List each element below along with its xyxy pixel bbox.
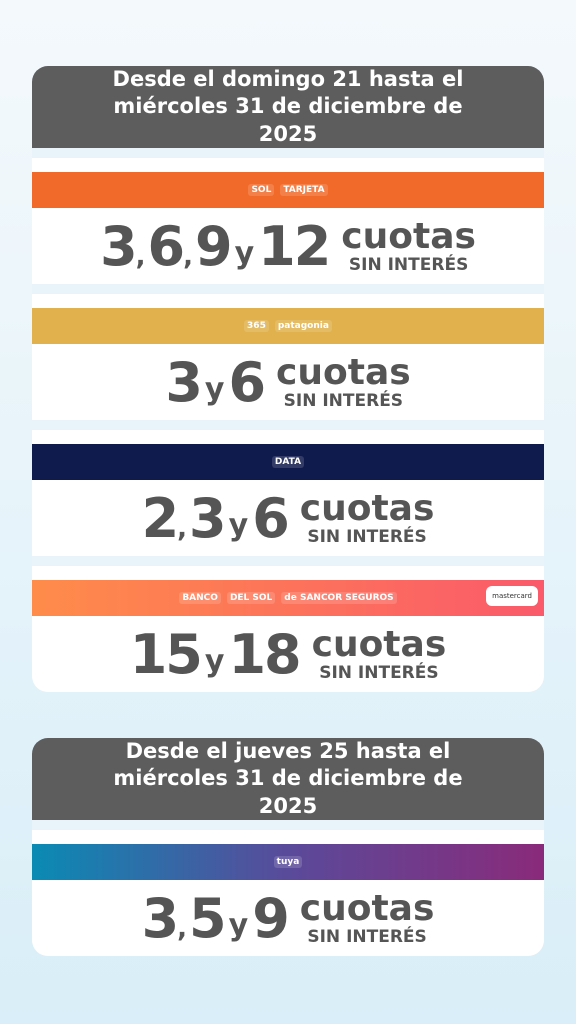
brand-band: 365 patagonia: [32, 308, 544, 344]
sin-interes: SIN INTERÉS: [348, 254, 469, 275]
installment-number: 12: [258, 214, 331, 278]
installment-number: 6: [228, 350, 266, 414]
installment-number: 9: [252, 886, 290, 950]
installment-number: 15: [129, 622, 203, 686]
installments: 3, 6, 9 y 12 cuotas SIN INTERÉS: [32, 208, 544, 284]
installment-number: 18: [228, 622, 301, 686]
label: cuotas SIN INTERÉS: [276, 351, 411, 411]
sin-interes: SIN INTERÉS: [283, 390, 404, 411]
offer: SOL TARJETA 3, 6, 9 y 12 cuotas SIN INTERÉS: [32, 158, 544, 284]
card-badge: mastercard: [486, 586, 538, 606]
brand-band: BANCO DEL SOL de SANCOR SEGUROS mastercard: [32, 580, 544, 616]
brand-band: SOL TARJETA: [32, 172, 544, 208]
installments: 15 y 18 cuotas SIN INTERÉS: [32, 616, 544, 692]
conjunction: y: [228, 907, 249, 943]
installment-number: 6: [147, 214, 186, 278]
cuotas: cuotas: [299, 887, 435, 929]
offer: BANCO DEL SOL de SANCOR SEGUROS mastercard 1…: [32, 566, 544, 692]
label: cuotas SIN INTERÉS: [341, 215, 476, 275]
brand-logo: DATA: [271, 456, 305, 468]
brand-logo: 365: [244, 320, 269, 332]
brand-logo: de SANCOR SEGUROS: [281, 592, 397, 604]
conjunction: y: [228, 507, 249, 543]
separator: ,: [177, 914, 188, 944]
brand-logo: patagonia: [274, 320, 332, 332]
brand-logo: DEL SOL: [226, 592, 276, 604]
separator: ,: [177, 514, 188, 544]
installments: 3, 5 y 9 cuotas SIN INTERÉS: [32, 880, 544, 956]
cuotas: cuotas: [311, 623, 447, 665]
installments: 2, 3 y 6 cuotas SIN INTERÉS: [32, 480, 544, 556]
installments: 3 y 6 cuotas SIN INTERÉS: [32, 344, 544, 420]
offer: tuya 3, 5 y 9 cuotas SIN INTERÉS: [32, 830, 544, 956]
brand-logo: tuya: [273, 856, 303, 868]
installment-number: 9: [195, 214, 233, 278]
installment-number: 5: [189, 886, 227, 950]
conjunction: y: [204, 371, 225, 407]
label: cuotas SIN INTERÉS: [311, 623, 447, 683]
label: cuotas SIN INTERÉS: [299, 887, 435, 947]
cuotas: cuotas: [276, 351, 411, 393]
cuotas: cuotas: [299, 487, 435, 529]
installment-number: 3: [165, 350, 203, 414]
date-header: Desde el domingo 21 hasta el miércoles 3…: [32, 66, 544, 148]
conjunction: y: [234, 235, 255, 271]
brand-logo: TARJETA: [280, 184, 328, 196]
label: cuotas SIN INTERÉS: [299, 487, 435, 547]
offer: DATA 2, 3 y 6 cuotas SIN INTERÉS: [32, 430, 544, 556]
installment-number: 3: [189, 486, 227, 550]
separator: ,: [135, 242, 146, 272]
sin-interes: SIN INTERÉS: [319, 662, 439, 683]
cuotas: cuotas: [341, 215, 476, 257]
brand-logo: BANCO: [179, 592, 221, 604]
installment-number: 3: [100, 214, 138, 278]
date-header: Desde el jueves 25 hasta el miércoles 31…: [32, 738, 544, 820]
brand-band: tuya: [32, 844, 544, 880]
promo-card: Desde el jueves 25 hasta el miércoles 31…: [32, 738, 544, 956]
brand-logo: SOL: [248, 184, 275, 196]
offer: 365 patagonia 3 y 6 cuotas SIN INTERÉS: [32, 294, 544, 420]
sin-interes: SIN INTERÉS: [307, 526, 427, 547]
installment-number: 6: [252, 486, 290, 550]
sin-interes: SIN INTERÉS: [307, 926, 427, 947]
installment-number: 3: [141, 886, 180, 950]
installment-number: 2: [141, 486, 180, 550]
conjunction: y: [204, 643, 225, 679]
promo-card: Desde el domingo 21 hasta el miércoles 3…: [32, 66, 544, 692]
separator: ,: [183, 242, 193, 272]
brand-band: DATA: [32, 444, 544, 480]
